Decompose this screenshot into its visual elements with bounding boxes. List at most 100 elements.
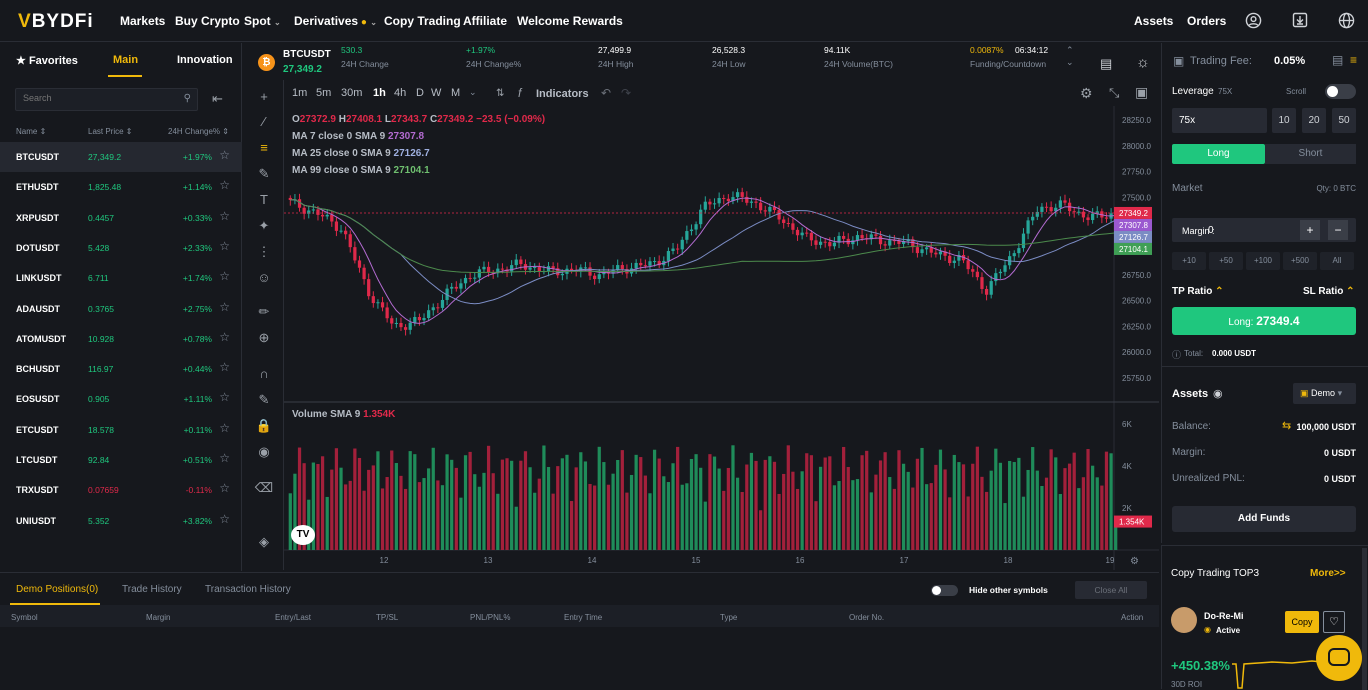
market-row[interactable]: UNIUSDT 5.352 +3.82% ☆ xyxy=(0,506,242,536)
chevron-down-icon[interactable]: ⌄ xyxy=(1066,57,1074,67)
market-row[interactable]: ETCUSDT 18.578 +0.11% ☆ xyxy=(0,415,242,445)
market-row[interactable]: ADAUSDT 0.3765 +2.75% ☆ xyxy=(0,294,242,324)
quick-margin-button[interactable]: +50 xyxy=(1209,252,1243,270)
lock-drawing-icon[interactable]: ✎ xyxy=(258,392,270,407)
eye-icon[interactable]: ◉ xyxy=(1213,388,1223,400)
margin-plus-button[interactable]: + xyxy=(1300,220,1320,240)
long-submit-button[interactable]: Long: 27349.4 xyxy=(1172,307,1356,335)
sl-ratio-button[interactable]: SL Ratio ⌃ xyxy=(1303,286,1355,297)
market-row[interactable]: EOSUSDT 0.905 +1.11% ☆ xyxy=(0,384,242,414)
collapse-panel-icon[interactable]: ⇤ xyxy=(212,91,223,106)
text-icon[interactable]: T xyxy=(260,192,268,207)
nav-buy-crypto[interactable]: Buy Crypto xyxy=(175,14,240,28)
star-icon[interactable]: ☆ xyxy=(219,360,230,375)
chevron-down-icon[interactable]: ⌄ xyxy=(469,87,477,97)
avatar[interactable] xyxy=(1171,607,1197,633)
leverage-10-button[interactable]: 10 xyxy=(1272,108,1296,133)
margin-minus-button[interactable]: − xyxy=(1328,220,1348,240)
quick-margin-button[interactable]: All xyxy=(1320,252,1354,270)
zoom-icon[interactable]: ⊕ xyxy=(258,330,270,345)
eye-icon[interactable]: ◉ xyxy=(258,444,270,459)
ruler-icon[interactable]: ✏ xyxy=(258,304,270,319)
tab-favorites[interactable]: ★ Favorites xyxy=(16,55,78,67)
chat-support-button[interactable] xyxy=(1316,635,1362,681)
market-row[interactable]: TRXUSDT 0.07659 -0.11% ☆ xyxy=(0,475,242,505)
market-row[interactable]: BTCUSDT 27,349.2 +1.97% ☆ xyxy=(0,142,242,172)
nav-markets[interactable]: Markets xyxy=(120,14,166,28)
ticker-symbol[interactable]: BTCUSDT xyxy=(283,49,331,60)
timeframe-4h[interactable]: 4h xyxy=(394,87,407,99)
star-icon[interactable]: ☆ xyxy=(219,420,230,435)
scroll-toggle[interactable] xyxy=(1325,84,1356,99)
market-row[interactable]: LINKUSDT 6.711 +1.74% ☆ xyxy=(0,263,242,293)
market-label[interactable]: Market xyxy=(1172,183,1203,194)
nav-copy-trading[interactable]: Copy Trading xyxy=(384,14,461,28)
market-row[interactable]: BCHUSDT 116.97 +0.44% ☆ xyxy=(0,354,242,384)
chart-settings-icon[interactable]: ⚙ xyxy=(1130,556,1139,567)
fib-lines-icon[interactable]: ≡ xyxy=(260,140,268,155)
quick-margin-button[interactable]: +10 xyxy=(1172,252,1206,270)
download-icon[interactable] xyxy=(1291,12,1309,30)
tab-trade-history[interactable]: Trade History xyxy=(122,584,182,595)
col-last-price[interactable]: Last Price ⇕ xyxy=(88,127,133,136)
close-all-button[interactable]: Close All xyxy=(1075,581,1147,599)
add-funds-button[interactable]: Add Funds xyxy=(1172,506,1356,532)
settings-gear-icon[interactable]: ⚙ xyxy=(1080,85,1093,101)
nav-orders[interactable]: Orders xyxy=(1187,14,1227,28)
star-icon[interactable]: ☆ xyxy=(219,481,230,496)
tradingview-logo[interactable]: TV xyxy=(291,525,315,545)
star-icon[interactable]: ☆ xyxy=(219,269,230,284)
transfer-icon[interactable]: ⇆ xyxy=(1282,420,1292,432)
tp-ratio-button[interactable]: TP Ratio ⌃ xyxy=(1172,286,1224,297)
hide-symbols-toggle[interactable] xyxy=(931,585,958,596)
layout-icon[interactable]: ▤ xyxy=(1332,53,1344,67)
hide-symbols-label[interactable]: Hide other symbols xyxy=(969,585,1048,595)
redo-icon[interactable]: ↷ xyxy=(621,86,632,100)
price-chart[interactable]: 28250.028000.027750.027500.027250.027000… xyxy=(284,106,1159,570)
ma7-legend[interactable]: MA 7 close 0 SMA 9 27307.8 xyxy=(292,131,425,142)
quick-margin-button[interactable]: +500 xyxy=(1283,252,1317,270)
long-tab[interactable]: Long xyxy=(1172,144,1265,164)
notepad-icon[interactable]: ▤ xyxy=(1100,56,1113,71)
leverage-20-button[interactable]: 20 xyxy=(1302,108,1326,133)
star-icon[interactable]: ☆ xyxy=(219,238,230,253)
market-row[interactable]: LTCUSDT 92.84 +0.51% ☆ xyxy=(0,445,242,475)
sun-icon[interactable]: ☼ xyxy=(1136,54,1150,71)
fullscreen-icon[interactable]: ⤡ xyxy=(1109,85,1120,100)
timeframe-W[interactable]: W xyxy=(431,87,442,99)
nav-derivatives[interactable]: Derivatives ● ⌄ xyxy=(294,14,377,28)
smiley-icon[interactable]: ☺ xyxy=(257,270,271,285)
col-24h-change[interactable]: 24H Change% ⇕ xyxy=(168,127,229,136)
timeframe-30m[interactable]: 30m xyxy=(341,87,363,99)
layout-alt-icon[interactable]: ≡ xyxy=(1350,53,1358,67)
candle-type-icon[interactable]: ⇅ xyxy=(496,88,505,99)
margin-input[interactable]: Margin : 0 + − xyxy=(1172,218,1356,242)
prediction-icon[interactable]: ⋮ xyxy=(257,244,271,259)
tab-demo-positions[interactable]: Demo Positions(0) xyxy=(16,584,99,595)
camera-icon[interactable]: ▣ xyxy=(1135,84,1149,100)
short-tab[interactable]: Short xyxy=(1265,144,1356,164)
star-icon[interactable]: ☆ xyxy=(219,329,230,344)
ma99-legend[interactable]: MA 99 close 0 SMA 9 27104.1 xyxy=(292,165,430,176)
col-name[interactable]: Name ⇕ xyxy=(16,127,47,136)
ma25-legend[interactable]: MA 25 close 0 SMA 9 27126.7 xyxy=(292,148,430,159)
market-row[interactable]: DOTUSDT 5.428 +2.33% ☆ xyxy=(0,233,242,263)
trader-name[interactable]: Do-Re-Mi xyxy=(1204,611,1244,621)
user-icon[interactable] xyxy=(1244,12,1262,30)
demo-select[interactable]: ▣ Demo ▾ xyxy=(1293,383,1356,404)
chevron-up-icon[interactable]: ⌃ xyxy=(1066,45,1074,55)
scrollbar[interactable] xyxy=(1362,548,1367,690)
pattern-icon[interactable]: ✦ xyxy=(258,218,270,233)
magnet-icon[interactable]: ∩ xyxy=(259,366,269,381)
nav-welcome-rewards[interactable]: Welcome Rewards xyxy=(517,14,623,28)
star-icon[interactable]: ☆ xyxy=(219,511,230,526)
brush-icon[interactable]: ✎ xyxy=(258,166,270,181)
market-row[interactable]: XRPUSDT 0.4457 +0.33% ☆ xyxy=(0,203,242,233)
star-icon[interactable]: ☆ xyxy=(219,390,230,405)
logo[interactable]: VBYDFi xyxy=(18,11,94,32)
tab-innovation[interactable]: Innovation xyxy=(177,54,233,66)
heart-icon[interactable]: ♡ xyxy=(1323,611,1345,633)
search-icon[interactable]: ⚲ xyxy=(183,93,191,104)
timeframe-1h[interactable]: 1h xyxy=(373,87,386,99)
layers-icon[interactable]: ◈ xyxy=(259,534,269,549)
